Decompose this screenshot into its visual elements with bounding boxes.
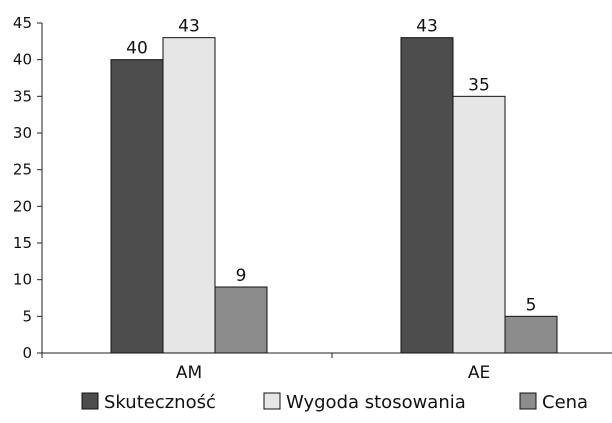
data-label: 43 (416, 17, 438, 37)
bar-ae-0 (400, 37, 454, 354)
legend-label: Wygoda stosowania (286, 392, 466, 413)
y-tick-label: 25 (13, 161, 32, 179)
legend-label: Skuteczność (104, 392, 216, 413)
y-tick-label: 10 (13, 271, 32, 289)
legend-swatch (519, 392, 537, 410)
y-tick-label: 30 (13, 124, 32, 142)
data-label: 43 (178, 17, 200, 37)
legend-swatch (263, 392, 281, 410)
y-tick-label: 15 (13, 234, 32, 252)
y-tick-label: 40 (13, 51, 32, 69)
data-label: 40 (126, 39, 148, 59)
bars: 40 43 9 43 35 5 (110, 17, 558, 354)
x-tick-label: AE (468, 363, 490, 383)
data-label: 9 (236, 266, 247, 286)
bar-am-2 (214, 286, 268, 354)
x-tick-label: AM (176, 363, 202, 383)
legend-swatch (81, 392, 99, 410)
data-label: 5 (526, 295, 537, 315)
y-axis: 0 5 10 15 20 25 30 35 40 45 (13, 14, 43, 362)
y-tick-label: 20 (13, 197, 32, 215)
bar-ae-2 (504, 315, 558, 354)
legend-label: Cena (542, 392, 588, 413)
data-label: 35 (468, 75, 490, 95)
y-tick-label: 5 (22, 307, 32, 325)
y-tick-label: 0 (22, 344, 32, 362)
bar-am-0 (110, 59, 164, 354)
bar-am-1 (162, 37, 216, 354)
legend: Skuteczność Wygoda stosowania Cena (81, 392, 588, 413)
bar-ae-1 (452, 95, 506, 354)
x-axis: AM AE (41, 352, 612, 383)
y-tick-label: 35 (13, 87, 32, 105)
y-tick-label: 45 (13, 14, 32, 32)
